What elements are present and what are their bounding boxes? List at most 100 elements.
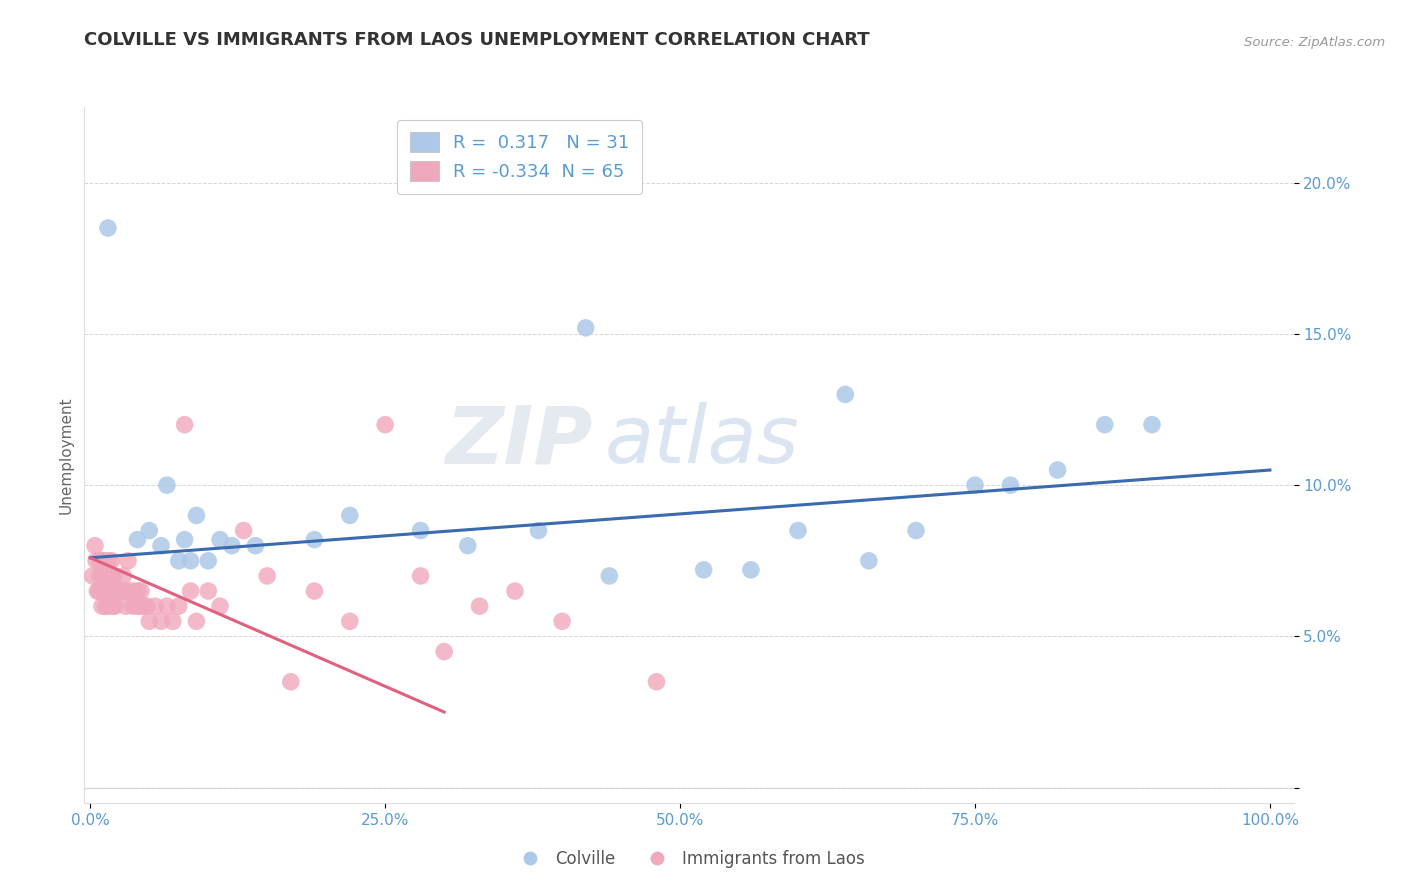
Point [135,599,157,614]
Point [221,539,243,553]
Point [114,584,136,599]
Point [180,584,202,599]
Point [208,533,231,547]
Point [138,615,160,629]
Point [1000,478,1022,492]
Point [97,221,120,235]
Text: ZIP: ZIP [444,402,592,480]
Point [127,533,149,547]
Text: COLVILLE VS IMMIGRANTS FROM LAOS UNEMPLOYMENT CORRELATION CHART: COLVILLE VS IMMIGRANTS FROM LAOS UNEMPLO… [84,31,870,49]
Point [1140,417,1163,432]
Point [90,584,112,599]
Point [121,599,143,614]
Point [84,539,107,553]
Point [104,599,127,614]
Text: Source: ZipAtlas.com: Source: ZipAtlas.com [1244,36,1385,49]
Point [1094,417,1116,432]
Point [167,554,190,568]
Point [963,478,986,492]
Point [245,539,267,553]
Point [180,554,202,568]
Point [186,508,208,523]
Point [280,674,302,689]
Point [409,569,432,583]
Point [468,599,491,614]
Point [105,584,128,599]
Point [374,417,396,432]
Point [100,554,122,568]
Point [256,569,278,583]
Point [91,554,114,568]
Point [97,599,120,614]
Point [692,563,714,577]
Point [103,569,125,583]
Point [114,599,136,614]
Point [173,417,195,432]
Point [740,563,762,577]
Point [86,584,108,599]
Legend: Colville, Immigrants from Laos: Colville, Immigrants from Laos [506,843,872,874]
Point [91,599,114,614]
Point [117,554,139,568]
Point [97,584,120,599]
Point [162,615,184,629]
Point [112,569,135,583]
Point [409,524,432,538]
Point [304,584,326,599]
Point [103,584,125,599]
Point [208,599,231,614]
Point [173,533,195,547]
Point [89,569,111,583]
Point [100,569,122,583]
Point [127,584,149,599]
Point [127,599,149,614]
Point [156,599,179,614]
Point [304,533,326,547]
Point [128,599,150,614]
Point [150,539,173,553]
Point [101,599,124,614]
Point [858,554,880,568]
Point [94,584,117,599]
Point [1046,463,1069,477]
Point [457,539,479,553]
Point [124,584,146,599]
Point [138,524,160,538]
Point [87,584,110,599]
Point [91,569,114,583]
Point [905,524,928,538]
Point [93,554,115,568]
Point [339,508,361,523]
Point [645,674,668,689]
Point [98,554,121,568]
Point [108,584,131,599]
Point [834,387,856,401]
Point [111,584,134,599]
Point [575,321,598,335]
Point [129,584,152,599]
Point [598,569,620,583]
Point [197,584,219,599]
Point [503,584,526,599]
Point [167,599,190,614]
Point [527,524,550,538]
Point [433,644,456,658]
Point [120,584,142,599]
Point [82,569,104,583]
Point [339,615,361,629]
Point [197,554,219,568]
Point [156,478,179,492]
Point [98,584,121,599]
Point [186,615,208,629]
Point [91,584,114,599]
Text: atlas: atlas [605,402,799,480]
Point [787,524,810,538]
Point [84,554,107,568]
Point [551,615,574,629]
Y-axis label: Unemployment: Unemployment [58,396,73,514]
Point [150,615,173,629]
Point [132,599,155,614]
Point [143,599,166,614]
Point [96,569,118,583]
Point [94,599,117,614]
